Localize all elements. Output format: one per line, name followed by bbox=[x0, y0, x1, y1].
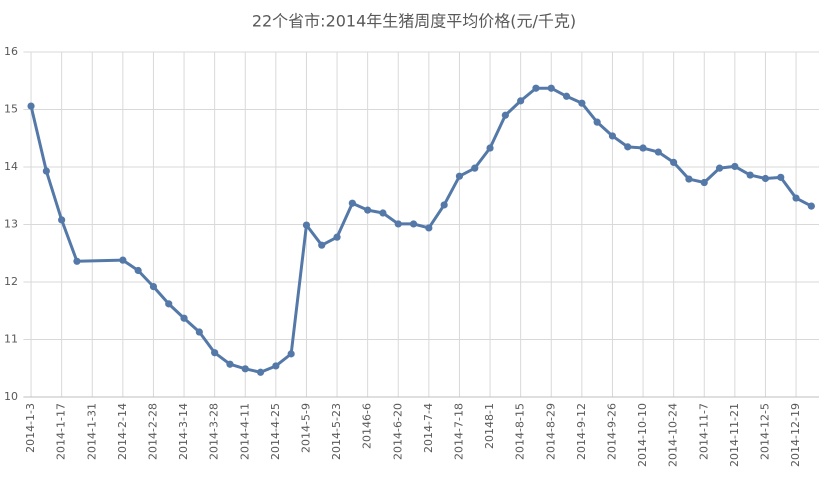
x-tick-label: 2014-4-11 bbox=[238, 403, 251, 460]
x-tick-label: 2014-4-25 bbox=[269, 403, 282, 460]
data-point bbox=[547, 84, 555, 92]
y-tick-label: 12 bbox=[4, 275, 18, 288]
data-point bbox=[149, 283, 158, 291]
data-point bbox=[226, 360, 234, 368]
data-point bbox=[394, 220, 402, 228]
x-tick-label: 2014-6-20 bbox=[391, 403, 404, 460]
data-point bbox=[379, 209, 387, 217]
data-point bbox=[715, 164, 724, 172]
data-point bbox=[211, 349, 219, 357]
y-tick-label: 11 bbox=[4, 333, 18, 346]
data-point bbox=[593, 118, 601, 126]
data-point bbox=[578, 99, 586, 107]
x-tick-label: 2014-3-28 bbox=[208, 403, 221, 460]
x-tick-label: 2014-10-10 bbox=[636, 403, 649, 467]
x-tick-label: 2014-2-28 bbox=[146, 403, 159, 460]
x-tick-label: 2014-1-31 bbox=[85, 403, 98, 460]
data-point bbox=[501, 111, 509, 119]
data-point bbox=[562, 92, 571, 100]
x-tick-label: 2014-7-18 bbox=[452, 403, 465, 460]
data-point bbox=[409, 220, 418, 228]
data-point bbox=[318, 241, 326, 249]
data-point bbox=[455, 172, 464, 180]
x-tick-label: 2014-1-3 bbox=[24, 403, 37, 453]
data-point bbox=[471, 164, 479, 172]
data-point bbox=[241, 365, 249, 373]
data-point bbox=[195, 328, 203, 336]
data-point bbox=[42, 167, 50, 175]
data-point bbox=[532, 84, 540, 92]
x-tick-label: 2014-8-29 bbox=[544, 403, 557, 460]
data-point bbox=[364, 206, 372, 214]
series-line bbox=[29, 105, 79, 262]
data-point bbox=[685, 175, 693, 183]
x-tick-label: 2014-10-24 bbox=[667, 403, 680, 467]
data-point bbox=[348, 199, 356, 207]
data-point bbox=[654, 148, 662, 156]
data-point bbox=[180, 314, 188, 322]
y-tick-label: 14 bbox=[4, 160, 18, 173]
x-tick-label: 2014-5-9 bbox=[299, 403, 312, 453]
y-tick-label: 16 bbox=[4, 45, 18, 58]
gap-connector bbox=[76, 258, 123, 263]
data-point bbox=[165, 300, 173, 308]
x-tick-label: 2014-8-15 bbox=[514, 403, 527, 460]
y-tick-label: 13 bbox=[4, 218, 18, 231]
x-tick-label: 2014-9-26 bbox=[605, 403, 618, 460]
data-point bbox=[302, 221, 311, 229]
data-point bbox=[700, 178, 708, 187]
data-point bbox=[807, 202, 815, 210]
data-point bbox=[333, 233, 341, 241]
data-point bbox=[746, 171, 754, 179]
data-point bbox=[58, 216, 66, 224]
data-point bbox=[517, 97, 525, 105]
data-point bbox=[440, 201, 448, 209]
data-point bbox=[731, 162, 739, 171]
x-tick-label: 2014-5-23 bbox=[330, 403, 343, 460]
x-tick-label: 2014-12-5 bbox=[758, 403, 771, 460]
x-tick-label: 2014-11-21 bbox=[728, 403, 741, 467]
data-point bbox=[425, 224, 433, 232]
data-point bbox=[624, 143, 632, 151]
data-point bbox=[486, 144, 494, 152]
data-point bbox=[73, 257, 81, 265]
data-point bbox=[761, 174, 770, 183]
series-line bbox=[122, 86, 813, 374]
y-tick-label: 10 bbox=[4, 390, 18, 403]
data-point bbox=[256, 368, 265, 376]
data-point bbox=[777, 173, 785, 181]
x-tick-label: 2014-7-4 bbox=[422, 403, 435, 453]
data-point bbox=[287, 350, 295, 358]
data-point bbox=[608, 132, 617, 140]
x-tick-label: 2014-2-14 bbox=[116, 403, 129, 460]
data-point bbox=[792, 194, 800, 202]
data-point bbox=[670, 158, 678, 166]
x-tick-label: 20148-1 bbox=[483, 403, 496, 449]
x-tick-label: 2014-1-17 bbox=[55, 403, 68, 460]
data-point bbox=[272, 362, 280, 370]
x-tick-label: 2014-9-12 bbox=[575, 403, 588, 460]
x-tick-label: 2014-3-14 bbox=[177, 403, 190, 460]
x-tick-label: 2014-12-19 bbox=[789, 403, 802, 467]
data-point bbox=[27, 102, 35, 110]
data-point bbox=[134, 266, 142, 275]
data-point bbox=[639, 144, 647, 152]
x-tick-label: 20146-6 bbox=[361, 403, 374, 449]
data-point bbox=[119, 256, 127, 264]
x-tick-label: 2014-11-7 bbox=[697, 403, 710, 460]
chart-title: 22个省市:2014年生猪周度平均价格(元/千克) bbox=[252, 12, 576, 31]
y-tick-label: 15 bbox=[4, 103, 18, 116]
